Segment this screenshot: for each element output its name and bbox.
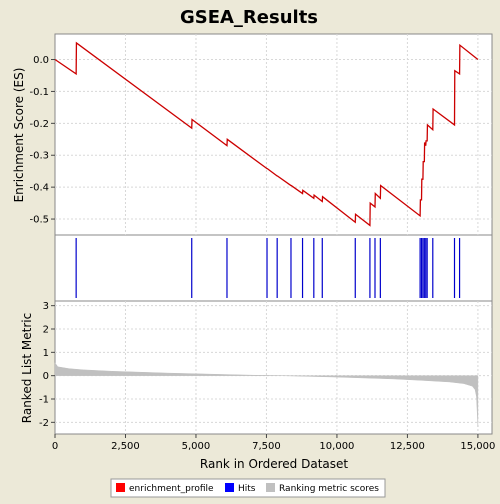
x-tick-label: 0 bbox=[52, 441, 58, 452]
es-line-group bbox=[54, 41, 479, 227]
x-tick-label: 15,000 bbox=[460, 441, 495, 452]
es-y-tick-label: 0.0 bbox=[33, 55, 49, 66]
legend: enrichment_profile Hits Ranking metric s… bbox=[110, 478, 386, 498]
legend-swatch-enrichment bbox=[116, 483, 125, 492]
es-panel bbox=[54, 33, 493, 236]
metric-area-group bbox=[54, 362, 479, 428]
ranking-metric-area bbox=[54, 362, 479, 428]
es-y-tick-label: -0.5 bbox=[29, 215, 49, 226]
legend-label-enrichment: enrichment_profile bbox=[129, 484, 214, 494]
es-y-tick-label: -0.1 bbox=[29, 87, 49, 98]
x-tick-label: 7,500 bbox=[252, 441, 281, 452]
es-grid bbox=[55, 34, 492, 235]
enrichment-profile-line bbox=[54, 41, 479, 227]
metric-y-tick-label: 0 bbox=[43, 371, 49, 382]
es-y-tick-label: -0.4 bbox=[29, 183, 49, 194]
metric-ylabel: Ranked List Metric bbox=[20, 313, 34, 423]
metric-y-tick-label: -2 bbox=[39, 418, 49, 429]
es-y-tick-label: -0.2 bbox=[29, 119, 49, 130]
axes-group: 0 2,500 5,000 7,500 10,000 12,500 15,000 0.0 -0.… bbox=[29, 55, 495, 452]
metric-y-tick-label: 3 bbox=[43, 301, 49, 312]
chart-title: GSEA_Results bbox=[180, 7, 318, 28]
x-tick-label: 5,000 bbox=[182, 441, 211, 452]
metric-panel bbox=[54, 300, 493, 435]
legend-box bbox=[110, 478, 386, 498]
legend-label-hits: Hits bbox=[238, 484, 256, 494]
es-ylabel: Enrichment Score (ES) bbox=[12, 68, 26, 203]
x-axis-label: Rank in Ordered Dataset bbox=[200, 457, 348, 471]
hits-panel bbox=[54, 234, 493, 302]
legend-swatch-hits bbox=[225, 483, 234, 492]
metric-y-tick-label: -1 bbox=[39, 395, 49, 406]
x-tick-label: 2,500 bbox=[111, 441, 140, 452]
metric-y-tick-label: 2 bbox=[43, 325, 49, 336]
hits-group bbox=[75, 238, 461, 298]
metric-y-tick-label: 1 bbox=[43, 348, 49, 359]
es-y-tick-label: -0.3 bbox=[29, 151, 49, 162]
x-tick-label: 12,500 bbox=[390, 441, 425, 452]
legend-swatch-metric bbox=[266, 483, 275, 492]
legend-label-metric: Ranking metric scores bbox=[279, 484, 379, 494]
x-tick-label: 10,000 bbox=[319, 441, 354, 452]
